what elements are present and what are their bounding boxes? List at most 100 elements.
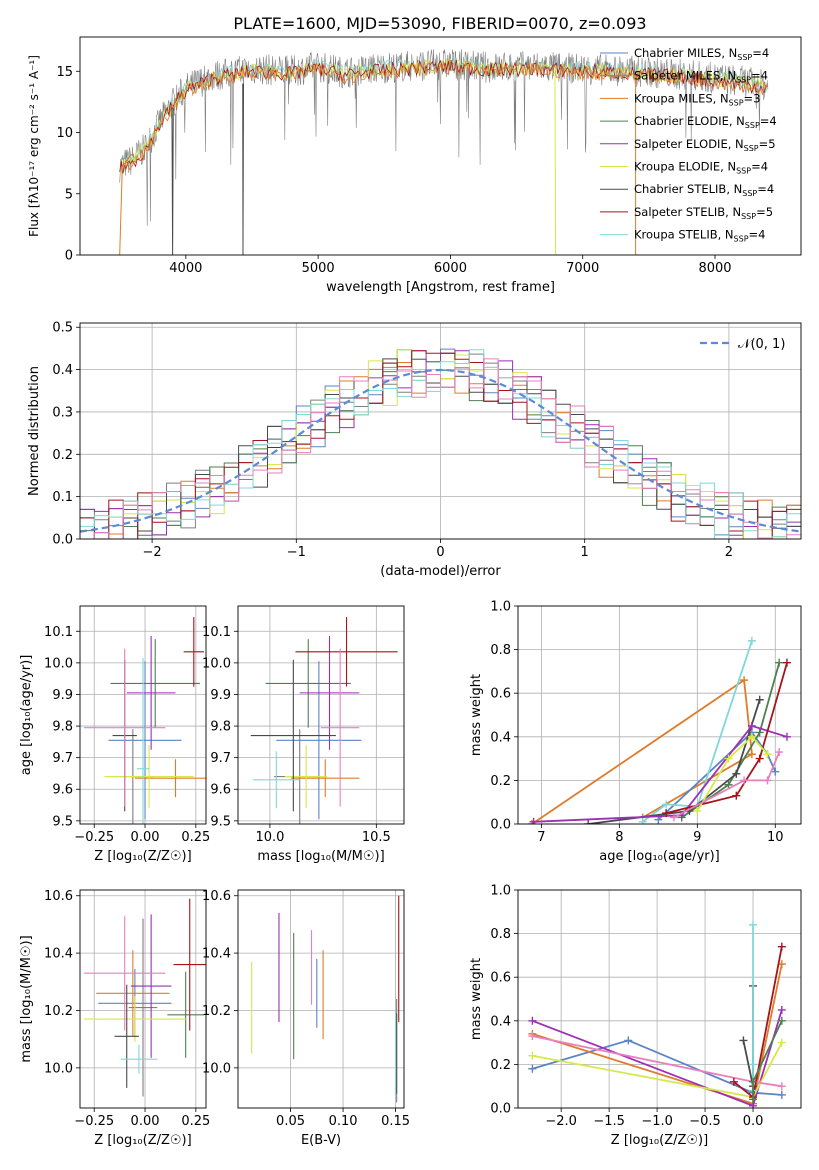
weight-marker-salpeter_elodie	[529, 817, 538, 824]
axes-frame	[79, 36, 802, 256]
spectrum-legend: Chabrier MILES, NSSP=4 Salpeter MILES, NS…	[600, 46, 777, 244]
x-tick-label: −1.0	[641, 1114, 673, 1129]
weight-line-salpeter_elodie	[533, 724, 788, 823]
x-tick-label: 8	[615, 830, 623, 845]
gaussian-curve	[80, 368, 801, 533]
y-axis-label: mass weight	[469, 674, 484, 756]
y-tick-label: 10.1	[202, 625, 231, 640]
y-tick-label: 10.0	[44, 1061, 73, 1076]
weight-marker-chabrier_stelib	[739, 1036, 748, 1045]
y-tick-label: 10.0	[202, 1061, 231, 1076]
x-tick-label: 7	[537, 830, 545, 845]
legend-label-kroupa_miles: Kroupa MILES, NSSP=3	[634, 91, 760, 107]
weight-marker-chabrier_miles	[771, 767, 780, 776]
y-tick-label: 9.7	[210, 751, 231, 766]
x-tick-label: −1	[287, 545, 306, 560]
y-tick-label: 1.0	[490, 884, 511, 899]
y-tick-label: 1.0	[490, 600, 511, 615]
y-tick-label: 10.6	[44, 889, 73, 904]
weight-marker-salpeter_elodie_ra	[777, 1082, 786, 1091]
axes-frame	[517, 889, 802, 1109]
y-tick-label: 0.2	[490, 774, 511, 789]
weight-marker-chabrier_stelib	[755, 695, 764, 704]
x-tick-label: 10.0	[255, 830, 284, 845]
x-tick-label: 10	[767, 830, 784, 845]
weight-marker-salpeter_stelib	[732, 791, 741, 800]
weight-marker-salpeter_stelib	[777, 942, 786, 951]
weight-line-chabrier_miles	[532, 1039, 782, 1096]
legend-label-salpeter_elodie: Salpeter ELODIE, NSSP=5	[634, 137, 776, 153]
weight-marker-kroupa_stelib	[747, 636, 756, 645]
weight-line-kroupa_stelib	[642, 640, 753, 823]
weight-marker-chabrier_elodie	[755, 728, 764, 737]
gaussian-legend-label: 𝒩(0, 1)	[738, 337, 785, 352]
spectrum-model-salpeter_stelib	[119, 59, 768, 174]
spectrum-drop-kroupa_elodie	[554, 67, 557, 255]
legend-label-salpeter_miles: Salpeter MILES, NSSP=4	[634, 69, 768, 85]
panel-mass_vs_ebv: 0.05 0.10 0.15 10.0 10.2 10.4 10.6 E(B-V)	[202, 889, 410, 1148]
spectrum-model-kroupa_elodie	[119, 58, 768, 174]
x-tick-label: 0.05	[276, 1114, 305, 1129]
weight-marker-salpeter_stelib	[782, 658, 791, 667]
y-tick-label: 9.6	[210, 783, 231, 798]
x-tick-label: −2.0	[545, 1114, 577, 1129]
y-tick-label: 0.6	[490, 971, 511, 986]
spectrum-drop-chabrier_stelib	[242, 83, 245, 255]
y-tick-label: 0.4	[52, 363, 73, 378]
axes-frame	[79, 605, 207, 825]
x-tick-label: 0.25	[181, 830, 210, 845]
y-axis-label: Flux [fλ10⁻¹⁷ erg cm⁻² s⁻¹ A⁻¹]	[27, 55, 41, 237]
weight-marker-salpeter_elodie	[528, 1016, 537, 1025]
y-tick-label: 0	[65, 249, 73, 264]
x-tick-label: 0.25	[181, 1114, 210, 1129]
x-tick-label: 0.0	[743, 1114, 764, 1129]
y-tick-label: 9.5	[52, 814, 73, 829]
legend-label-salpeter_stelib: Salpeter STELIB, NSSP=5	[634, 205, 773, 221]
weight-marker-chabrier_miles	[624, 1036, 633, 1045]
y-tick-label: 0.0	[490, 818, 511, 833]
y-tick-label: 10.1	[44, 625, 73, 640]
x-tick-label: 10.5	[362, 830, 391, 845]
y-axis-label: mass weight	[469, 958, 484, 1040]
weight-marker-kroupa_elodie	[777, 1038, 786, 1047]
weight-marker-chabrier_elodie	[775, 658, 784, 667]
weight-line-kroupa_elodie	[696, 735, 769, 812]
weight-marker-kroupa_miles	[740, 676, 749, 685]
y-tick-label: 10.0	[44, 656, 73, 671]
y-tick-label: 9.9	[210, 688, 231, 703]
x-tick-label: 6000	[434, 261, 467, 276]
spectrum-model-kroupa_miles	[119, 59, 768, 171]
weight-marker-chabrier_miles	[777, 1090, 786, 1099]
plot-area	[528, 636, 791, 824]
weight-marker-salpeter_elodie	[777, 1005, 786, 1014]
x-axis-label: mass [log₁₀(M/M☉)]	[257, 849, 384, 864]
weight-marker-kroupa_miles	[747, 750, 756, 759]
weight-marker-chabrier_miles	[528, 1064, 537, 1073]
y-tick-label: 0.3	[52, 405, 73, 420]
x-axis-label: Z [log₁₀(Z/Z☉)]	[611, 1133, 708, 1148]
y-tick-label: 15	[56, 65, 73, 80]
axes-frame	[517, 605, 802, 825]
panel-weight_vs_age: 7 8 9 10 0.0 0.2 0.4 0.6 0.8 1.0 age [log₁₀(age/yr…	[469, 600, 802, 864]
y-tick-label: 9.7	[52, 751, 73, 766]
legend-label-kroupa_elodie: Kroupa ELODIE, NSSP=4	[634, 160, 768, 176]
x-tick-label: 9	[693, 830, 701, 845]
y-tick-label: 0.2	[490, 1058, 511, 1073]
legend-label-chabrier_miles: Chabrier MILES, NSSP=4	[634, 46, 769, 62]
x-tick-label: 0.10	[329, 1114, 358, 1129]
weight-marker-salpeter_stelib	[729, 1077, 738, 1086]
weight-marker-salpeter_elodie_ra	[775, 748, 784, 757]
axes-frame	[237, 889, 405, 1109]
weight-marker-chabrier_elodie	[749, 1077, 758, 1086]
x-axis-label: E(B-V)	[301, 1133, 341, 1148]
x-tick-label: 4000	[169, 261, 202, 276]
x-tick-label: 5000	[302, 261, 335, 276]
x-axis-label: Z [log₁₀(Z/Z☉)]	[94, 1133, 191, 1148]
y-tick-label: 9.5	[210, 814, 231, 829]
weight-marker-kroupa_stelib	[662, 800, 671, 809]
x-tick-label: 1	[581, 545, 589, 560]
hist-salpeter_stelib	[80, 350, 801, 539]
x-tick-label: −1.5	[593, 1114, 625, 1129]
x-axis-label: age [log₁₀(age/yr)]	[599, 849, 720, 864]
